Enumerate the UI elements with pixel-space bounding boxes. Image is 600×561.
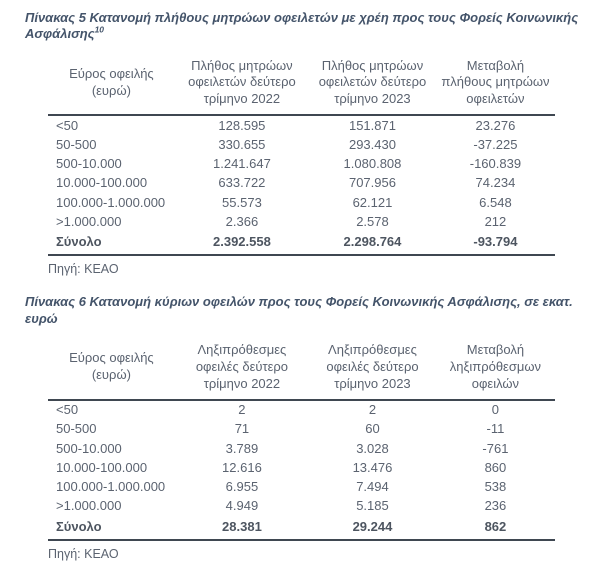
value-cell: 293.430 [348,136,396,152]
value-cell: -761 [482,440,509,456]
value-cell: 13.476 [352,459,393,475]
value-cell: 3.028 [356,440,389,456]
debt-range-cell: >1.000.000 [56,213,122,229]
total-value-q2-2023: 29.244 [309,516,436,541]
total-value-q2-2022: 2.392.558 [174,231,310,257]
table5-body: <50 128.595 151.871 23.276 50-500 330.655 293.… [48,115,555,232]
total-label: Σύνολο [48,516,175,541]
table-row: 10.000-100.000 12.616 13.476 860 [48,458,555,477]
table5-title: Πίνακας 5 Κατανομή πλήθους μητρώων οφειλ… [25,10,590,43]
footnote-reference-10: 10 [94,24,105,35]
table6-body: <50 2 2 0 50-500 71 60 -11 500-10.000 3.789 3.028 -… [48,400,555,517]
debt-range-cell: >1.000.000 [56,498,122,514]
table5-header-row: Εύρος οφειλής (ευρώ) Πλήθος μητρώων οφει… [48,54,555,117]
value-cell: -11 [486,421,505,437]
value-cell: 7.494 [356,479,389,495]
value-cell: 6.548 [479,194,512,210]
value-cell: 2.578 [356,213,389,229]
total-value-change: 862 [435,516,555,541]
table-row: 50-500 330.655 293.430 -37.225 [48,135,555,154]
value-cell: 55.573 [222,194,262,210]
debt-range-cell: 100.000-1.000.000 [56,194,166,210]
table-row: 100.000-1.000.000 6.955 7.494 538 [48,478,555,497]
debt-range-cell: <50 [56,117,79,133]
value-cell: 4.949 [225,498,259,514]
value-cell: 71 [234,421,250,437]
table6-overdue-debt-amounts: Εύρος οφειλής (ευρώ) Ληξιπρόθεσμες οφειλ… [48,338,555,541]
debt-range-cell: 50-500 [56,421,97,437]
value-cell: 860 [484,459,507,475]
table6-source: Πηγή: ΚΕΑΟ [48,546,119,561]
value-cell: 2 [238,402,246,418]
column-header-overdue-change: Μεταβολή ληξιπρόθεσμων οφειλών [435,338,555,401]
table-row: 50-500 71 60 -11 [48,420,555,439]
value-cell: 633.722 [218,175,266,191]
table5-total: Σύνολο 2.392.558 2.298.764 -93.794 [48,231,555,257]
column-header-count-q2-2023: Πλήθος μητρώων οφειλετών δεύτερο τρίμηνο… [309,54,436,117]
column-header-debt-range: Εύρος οφειλής (ευρώ) [48,338,175,401]
value-cell: 0 [491,402,500,418]
value-cell: 23.276 [475,117,516,133]
table-row: >1.000.000 4.949 5.185 236 [48,497,555,516]
column-header-overdue-q2-2022: Ληξιπρόθεσμες οφειλές δεύτερο τρίμηνο 20… [174,338,310,401]
value-cell: -37.225 [473,136,518,152]
value-cell: 151.871 [348,117,396,133]
total-row: Σύνολο 28.381 29.244 862 [48,516,555,541]
column-header-overdue-q2-2023: Ληξιπρόθεσμες οφειλές δεύτερο τρίμηνο 20… [309,338,436,401]
column-header-debt-range: Εύρος οφειλής (ευρώ) [48,54,175,117]
table-row: <50 128.595 151.871 23.276 [48,115,555,135]
value-cell: 60 [365,421,380,437]
value-cell: 2.366 [225,213,259,229]
debt-range-cell: 10.000-100.000 [56,175,148,191]
value-cell: -160.839 [469,156,522,172]
value-cell: 74.234 [475,175,516,191]
table6-header-row: Εύρος οφειλής (ευρώ) Ληξιπρόθεσμες οφειλ… [48,338,555,401]
table5-section: Πίνακας 5 Κατανομή πλήθους μητρώων οφειλ… [0,10,600,276]
debt-range-cell: 500-10.000 [56,156,122,172]
total-row: Σύνολο 2.392.558 2.298.764 -93.794 [48,231,555,257]
table6-title-text: Πίνακας 6 Κατανομή κύριων οφειλών προς τ… [25,294,573,326]
value-cell: 236 [484,498,507,514]
column-header-count-change: Μεταβολή πλήθους μητρώων οφειλετών [435,54,555,117]
value-cell: 707.956 [348,175,396,191]
value-cell: 1.080.808 [343,156,402,172]
table5-title-text: Πίνακας 5 Κατανομή πλήθους μητρώων οφειλ… [25,10,579,42]
value-cell: 538 [484,479,507,495]
value-cell: 1.241.647 [213,156,271,172]
table5-debtor-registry-counts: Εύρος οφειλής (ευρώ) Πλήθος μητρώων οφει… [48,54,555,257]
table-row: >1.000.000 2.366 2.578 212 [48,212,555,231]
value-cell: 6.955 [225,479,259,495]
table-row: 500-10.000 3.789 3.028 -761 [48,439,555,458]
value-cell: 330.655 [218,136,266,152]
value-cell: 3.789 [225,440,259,456]
table-row: 100.000-1.000.000 55.573 62.121 6.548 [48,193,555,212]
table6-section: Πίνακας 6 Κατανομή κύριων οφειλών προς τ… [0,294,600,560]
table5-header: Εύρος οφειλής (ευρώ) Πλήθος μητρώων οφει… [48,54,555,117]
total-label: Σύνολο [48,231,175,257]
debt-range-cell: 10.000-100.000 [56,459,148,475]
table6-title: Πίνακας 6 Κατανομή κύριων οφειλών προς τ… [25,294,590,327]
value-cell: 128.595 [218,117,266,133]
table6-total: Σύνολο 28.381 29.244 862 [48,516,555,541]
debt-range-cell: 500-10.000 [56,440,122,456]
value-cell: 5.185 [356,498,389,514]
debt-range-cell: 100.000-1.000.000 [56,479,166,495]
debt-range-cell: 50-500 [56,136,97,152]
debt-range-cell: <50 [56,402,79,418]
table-row: 500-10.000 1.241.647 1.080.808 -160.839 [48,155,555,174]
column-header-count-q2-2022: Πλήθος μητρώων οφειλετών δεύτερο τρίμηνο… [174,54,310,117]
total-value-q2-2023: 2.298.764 [309,231,436,257]
total-value-change: -93.794 [435,231,555,257]
value-cell: 2 [368,402,377,418]
table6-header: Εύρος οφειλής (ευρώ) Ληξιπρόθεσμες οφειλ… [48,338,555,401]
total-value-q2-2022: 28.381 [174,516,310,541]
table-row: 10.000-100.000 633.722 707.956 74.234 [48,174,555,193]
table5-source: Πηγή: ΚΕΑΟ [48,262,119,277]
table-row: <50 2 2 0 [48,400,555,420]
value-cell: 212 [484,213,507,229]
value-cell: 62.121 [352,194,393,210]
value-cell: 12.616 [222,459,262,475]
